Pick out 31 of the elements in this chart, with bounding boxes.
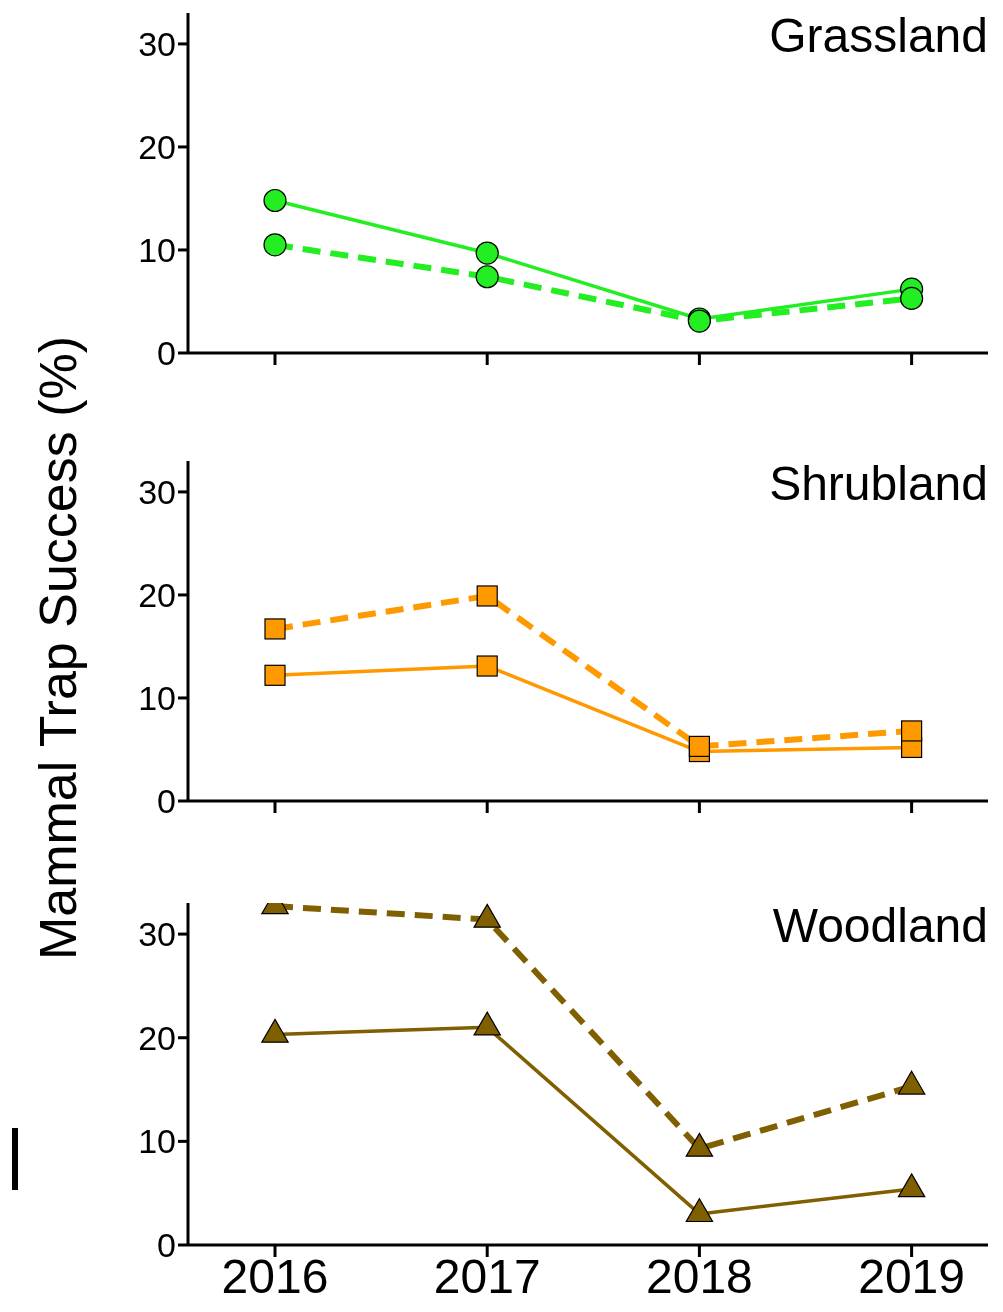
- point: [901, 720, 923, 742]
- y-tick-label: 20: [138, 128, 176, 167]
- point: [475, 265, 499, 289]
- y-tick-label: 30: [138, 915, 176, 954]
- point: [263, 233, 287, 257]
- y-tick-label: 0: [157, 1226, 176, 1265]
- x-tick-label: 2017: [433, 1250, 541, 1304]
- point: [900, 286, 924, 310]
- x-tick-label: 2019: [858, 1250, 965, 1304]
- y-tick-label: 30: [138, 472, 176, 511]
- x-tick-label: 2018: [646, 1250, 753, 1304]
- y-axis-title: Mammal Trap Success (%): [28, 335, 88, 961]
- y-tick-label: 20: [138, 1018, 176, 1057]
- chart-title: Grassland: [769, 8, 988, 63]
- y-tick-label: 0: [157, 782, 176, 821]
- y-tick-label: 10: [138, 231, 176, 270]
- point: [264, 664, 286, 686]
- point: [475, 241, 499, 265]
- point: [688, 735, 711, 757]
- chart-title: Woodland: [772, 898, 988, 953]
- point: [264, 618, 286, 640]
- point: [476, 655, 498, 677]
- point: [476, 585, 498, 607]
- y-tick-label: 20: [138, 576, 176, 615]
- point: [263, 188, 287, 213]
- y-tick-label: 10: [138, 1122, 176, 1161]
- y-tick-label: 10: [138, 679, 176, 718]
- chart-title: Shrubland: [769, 456, 988, 511]
- y-tick-label: 0: [157, 334, 176, 373]
- x-tick-label: 2016: [221, 1250, 329, 1304]
- y-tick-label: 30: [138, 24, 176, 63]
